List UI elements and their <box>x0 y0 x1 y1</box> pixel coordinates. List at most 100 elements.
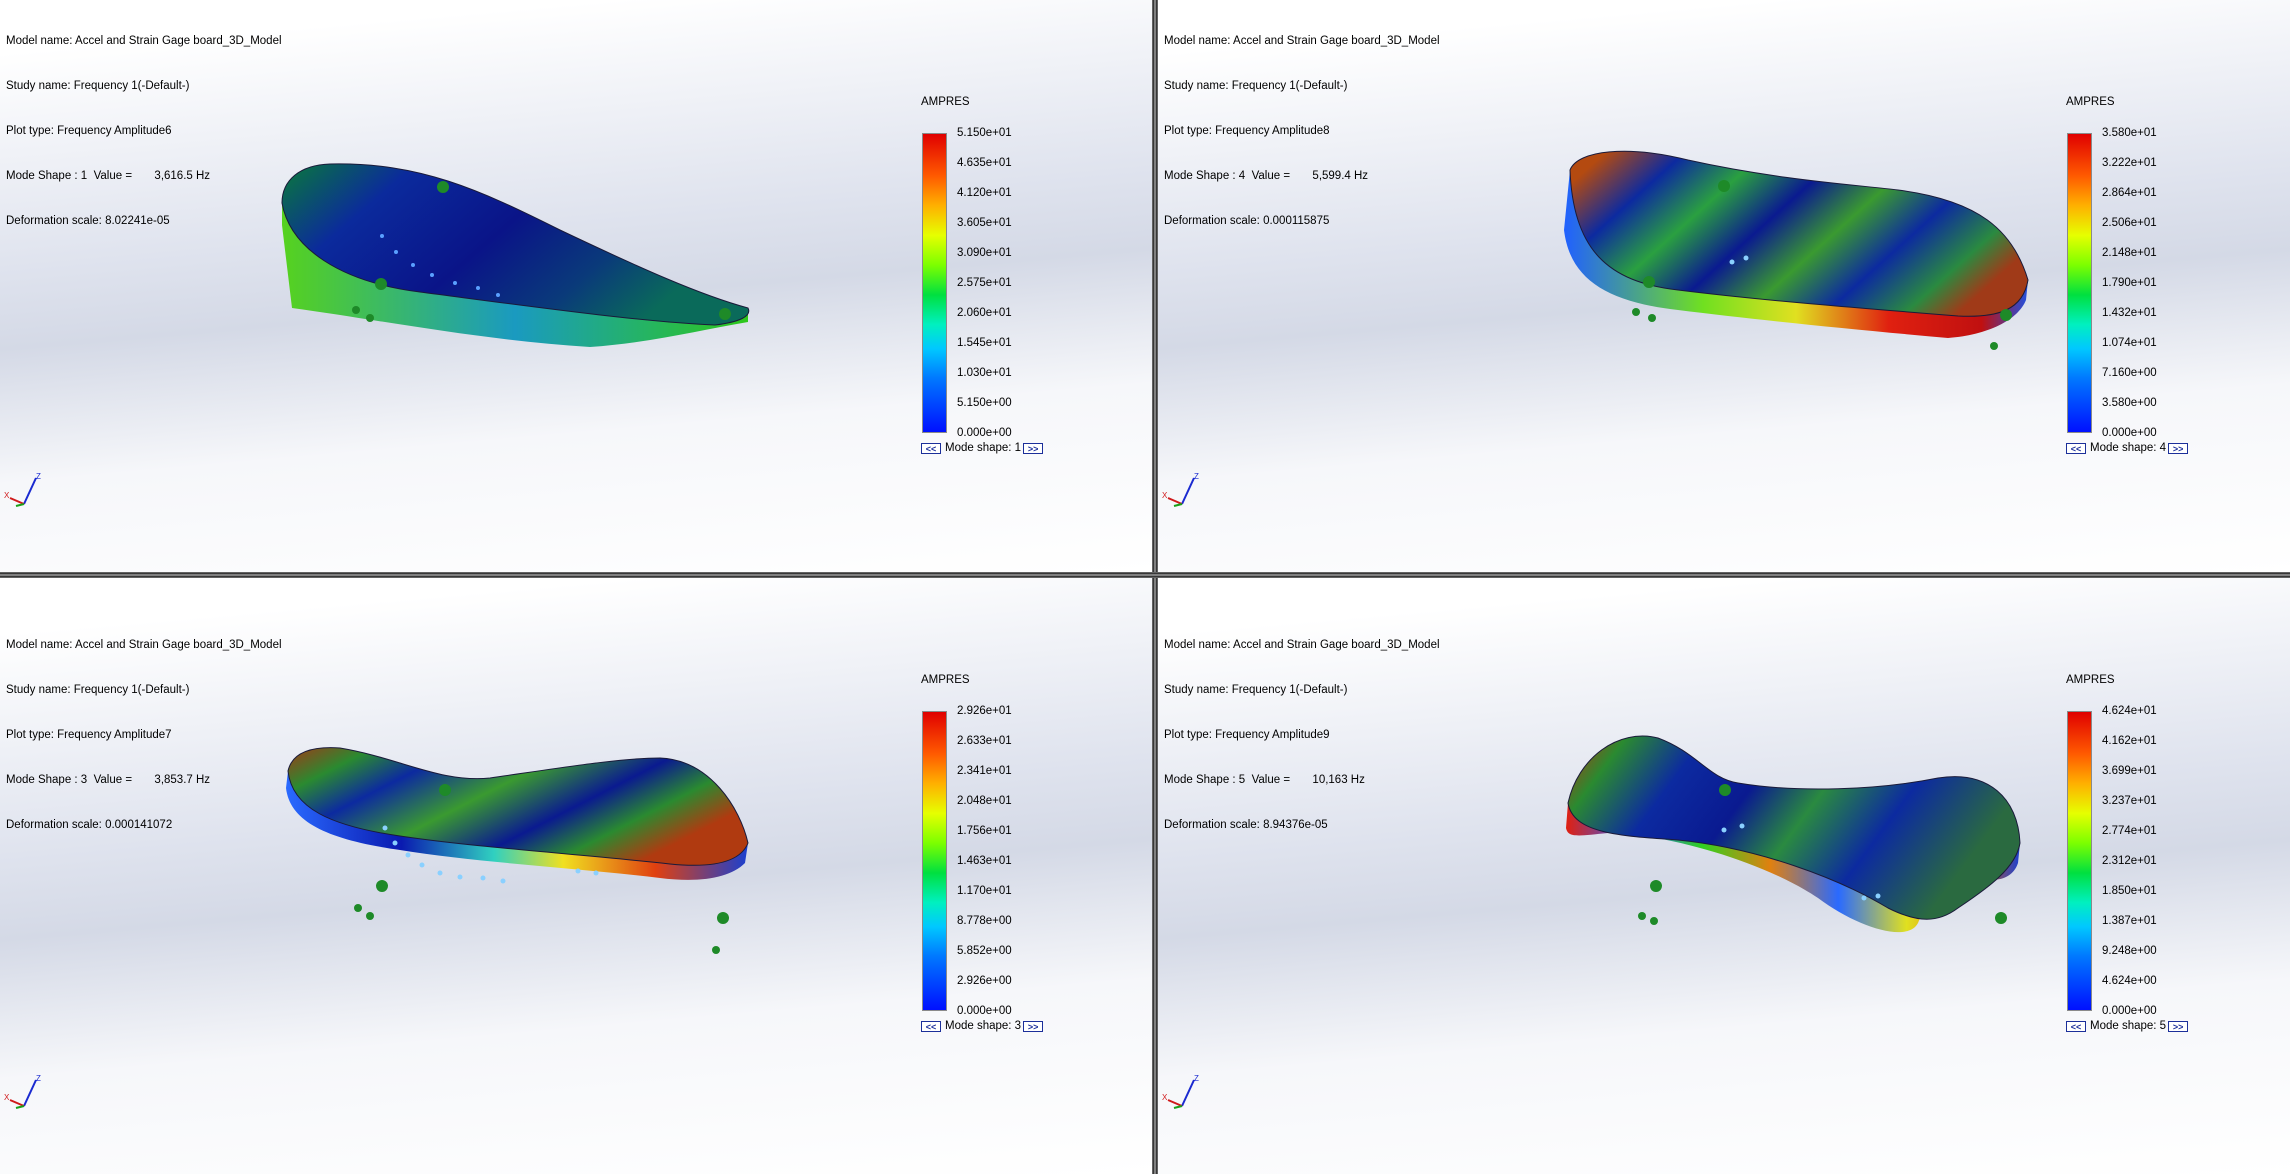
study-info: Model name: Accel and Strain Gage board_… <box>1164 608 1440 863</box>
next-mode-button[interactable]: >> <box>1023 1020 1044 1032</box>
legend-tick: 3.090e+01 <box>957 247 1012 259</box>
axis-triad-icon: Z X <box>4 1074 41 1109</box>
legend-tick: 9.248e+00 <box>2102 945 2157 957</box>
legend-tick: 1.790e+01 <box>2102 277 2157 289</box>
mode-shape-value: Mode Shape : 4 Value = 5,599.4 Hz <box>1164 170 1369 182</box>
plot-type: Plot type: Frequency Amplitude9 <box>1164 729 1330 741</box>
mode-shape-navigator: << Mode shape: 4 >> <box>2066 441 2189 455</box>
legend-tick: 4.635e+01 <box>957 157 1012 169</box>
deformation-scale: Deformation scale: 0.000141072 <box>6 819 173 831</box>
axis-x-label: X <box>4 491 10 500</box>
legend-title: AMPRES <box>2066 674 2115 686</box>
legend-tick: 3.580e+00 <box>2102 397 2157 409</box>
axis-x-label: X <box>1162 491 1168 500</box>
deformed-board-model <box>286 747 749 954</box>
mode-shape-navigator: << Mode shape: 5 >> <box>2066 1019 2189 1033</box>
plot-type: Plot type: Frequency Amplitude6 <box>6 125 172 137</box>
plot-type: Plot type: Frequency Amplitude8 <box>1164 125 1330 137</box>
legend-tick: 2.926e+01 <box>957 705 1012 717</box>
legend-tick: 1.074e+01 <box>2102 337 2157 349</box>
mode-shape-navigator: << Mode shape: 3 >> <box>921 1019 1044 1033</box>
previous-mode-button[interactable]: << <box>2066 442 2086 454</box>
legend-tick: 4.120e+01 <box>957 187 1012 199</box>
legend-tick: 2.864e+01 <box>2102 187 2157 199</box>
axis-z-label: Z <box>1194 1074 1199 1083</box>
mode-shape-label: Mode shape: 4 <box>2090 442 2167 454</box>
next-mode-button[interactable]: >> <box>1023 442 1044 454</box>
legend-tick: 5.852e+00 <box>957 945 1012 957</box>
viewport-mode-3[interactable]: Model name: Accel and Strain Gage board_… <box>0 578 1152 1174</box>
study-info: Model name: Accel and Strain Gage board_… <box>1164 4 1440 259</box>
axis-x-label: X <box>4 1093 10 1102</box>
legend-tick: 3.605e+01 <box>957 217 1012 229</box>
color-scale-bar <box>922 711 947 1011</box>
study-name: Study name: Frequency 1(-Default-) <box>1164 684 1348 696</box>
legend-tick: 2.575e+01 <box>957 277 1012 289</box>
legend-tick: 7.160e+00 <box>2102 367 2157 379</box>
previous-mode-button[interactable]: << <box>921 442 941 454</box>
color-scale-bar <box>2067 133 2092 433</box>
mode-shape-label: Mode shape: 3 <box>945 1020 1022 1032</box>
color-legend: AMPRES 5.150e+01 4.635e+01 4.120e+01 3.6… <box>921 96 1121 456</box>
legend-title: AMPRES <box>921 674 970 686</box>
legend-tick: 1.850e+01 <box>2102 885 2157 897</box>
legend-tick: 1.545e+01 <box>957 337 1012 349</box>
legend-tick: 0.000e+00 <box>2102 1005 2157 1017</box>
study-info: Model name: Accel and Strain Gage board_… <box>6 608 282 863</box>
model-name: Model name: Accel and Strain Gage board_… <box>1164 639 1440 651</box>
axis-x-label: X <box>1162 1093 1168 1102</box>
mode-shape-value: Mode Shape : 3 Value = 3,853.7 Hz <box>6 774 211 786</box>
legend-tick: 2.060e+01 <box>957 307 1012 319</box>
study-name: Study name: Frequency 1(-Default-) <box>6 80 190 92</box>
legend-tick: 1.756e+01 <box>957 825 1012 837</box>
next-mode-button[interactable]: >> <box>2168 1020 2189 1032</box>
previous-mode-button[interactable]: << <box>921 1020 941 1032</box>
legend-tick: 3.699e+01 <box>2102 765 2157 777</box>
viewport-mode-4[interactable]: Model name: Accel and Strain Gage board_… <box>1158 0 2290 572</box>
legend-tick: 8.778e+00 <box>957 915 1012 927</box>
axis-triad-icon: Z X <box>1162 472 1199 507</box>
deformed-board-model <box>1566 735 2021 933</box>
viewport-mode-5[interactable]: Model name: Accel and Strain Gage board_… <box>1158 578 2290 1174</box>
axis-z-label: Z <box>36 472 41 481</box>
color-legend: AMPRES 4.624e+01 4.162e+01 3.699e+01 3.2… <box>2066 674 2266 1034</box>
legend-tick: 2.633e+01 <box>957 735 1012 747</box>
previous-mode-button[interactable]: << <box>2066 1020 2086 1032</box>
horizontal-viewport-divider[interactable] <box>0 572 2290 578</box>
axis-z-label: Z <box>1194 472 1199 481</box>
model-name: Model name: Accel and Strain Gage board_… <box>6 35 282 47</box>
legend-tick: 2.312e+01 <box>2102 855 2157 867</box>
legend-tick: 1.387e+01 <box>2102 915 2157 927</box>
legend-tick: 2.148e+01 <box>2102 247 2157 259</box>
color-scale-bar <box>2067 711 2092 1011</box>
axis-triad-icon: Z X <box>1162 1074 1199 1109</box>
vertical-viewport-divider[interactable] <box>1152 0 1158 1174</box>
mode-shape-value: Mode Shape : 5 Value = 10,163 Hz <box>1164 774 1365 786</box>
axis-z-label: Z <box>36 1074 41 1083</box>
legend-tick: 5.150e+01 <box>957 127 1012 139</box>
legend-tick: 4.162e+01 <box>2102 735 2157 747</box>
legend-title: AMPRES <box>921 96 970 108</box>
legend-tick: 4.624e+01 <box>2102 705 2157 717</box>
legend-tick: 1.463e+01 <box>957 855 1012 867</box>
deformed-board-model <box>281 163 750 347</box>
mode-shape-label: Mode shape: 5 <box>2090 1020 2167 1032</box>
legend-tick: 2.048e+01 <box>957 795 1012 807</box>
legend-tick: 2.506e+01 <box>2102 217 2157 229</box>
next-mode-button[interactable]: >> <box>2168 442 2189 454</box>
legend-tick: 2.341e+01 <box>957 765 1012 777</box>
legend-title: AMPRES <box>2066 96 2115 108</box>
deformed-board-model <box>1564 150 2029 350</box>
legend-tick: 0.000e+00 <box>2102 427 2157 439</box>
study-info: Model name: Accel and Strain Gage board_… <box>6 4 282 259</box>
deformation-scale: Deformation scale: 8.02241e-05 <box>6 215 170 227</box>
mode-shape-navigator: << Mode shape: 1 >> <box>921 441 1044 455</box>
legend-tick: 0.000e+00 <box>957 427 1012 439</box>
legend-tick: 3.237e+01 <box>2102 795 2157 807</box>
viewport-mode-1[interactable]: Model name: Accel and Strain Gage board_… <box>0 0 1152 572</box>
legend-tick: 1.170e+01 <box>957 885 1012 897</box>
study-name: Study name: Frequency 1(-Default-) <box>1164 80 1348 92</box>
legend-tick: 4.624e+00 <box>2102 975 2157 987</box>
mode-shape-label: Mode shape: 1 <box>945 442 1022 454</box>
legend-tick: 2.774e+01 <box>2102 825 2157 837</box>
